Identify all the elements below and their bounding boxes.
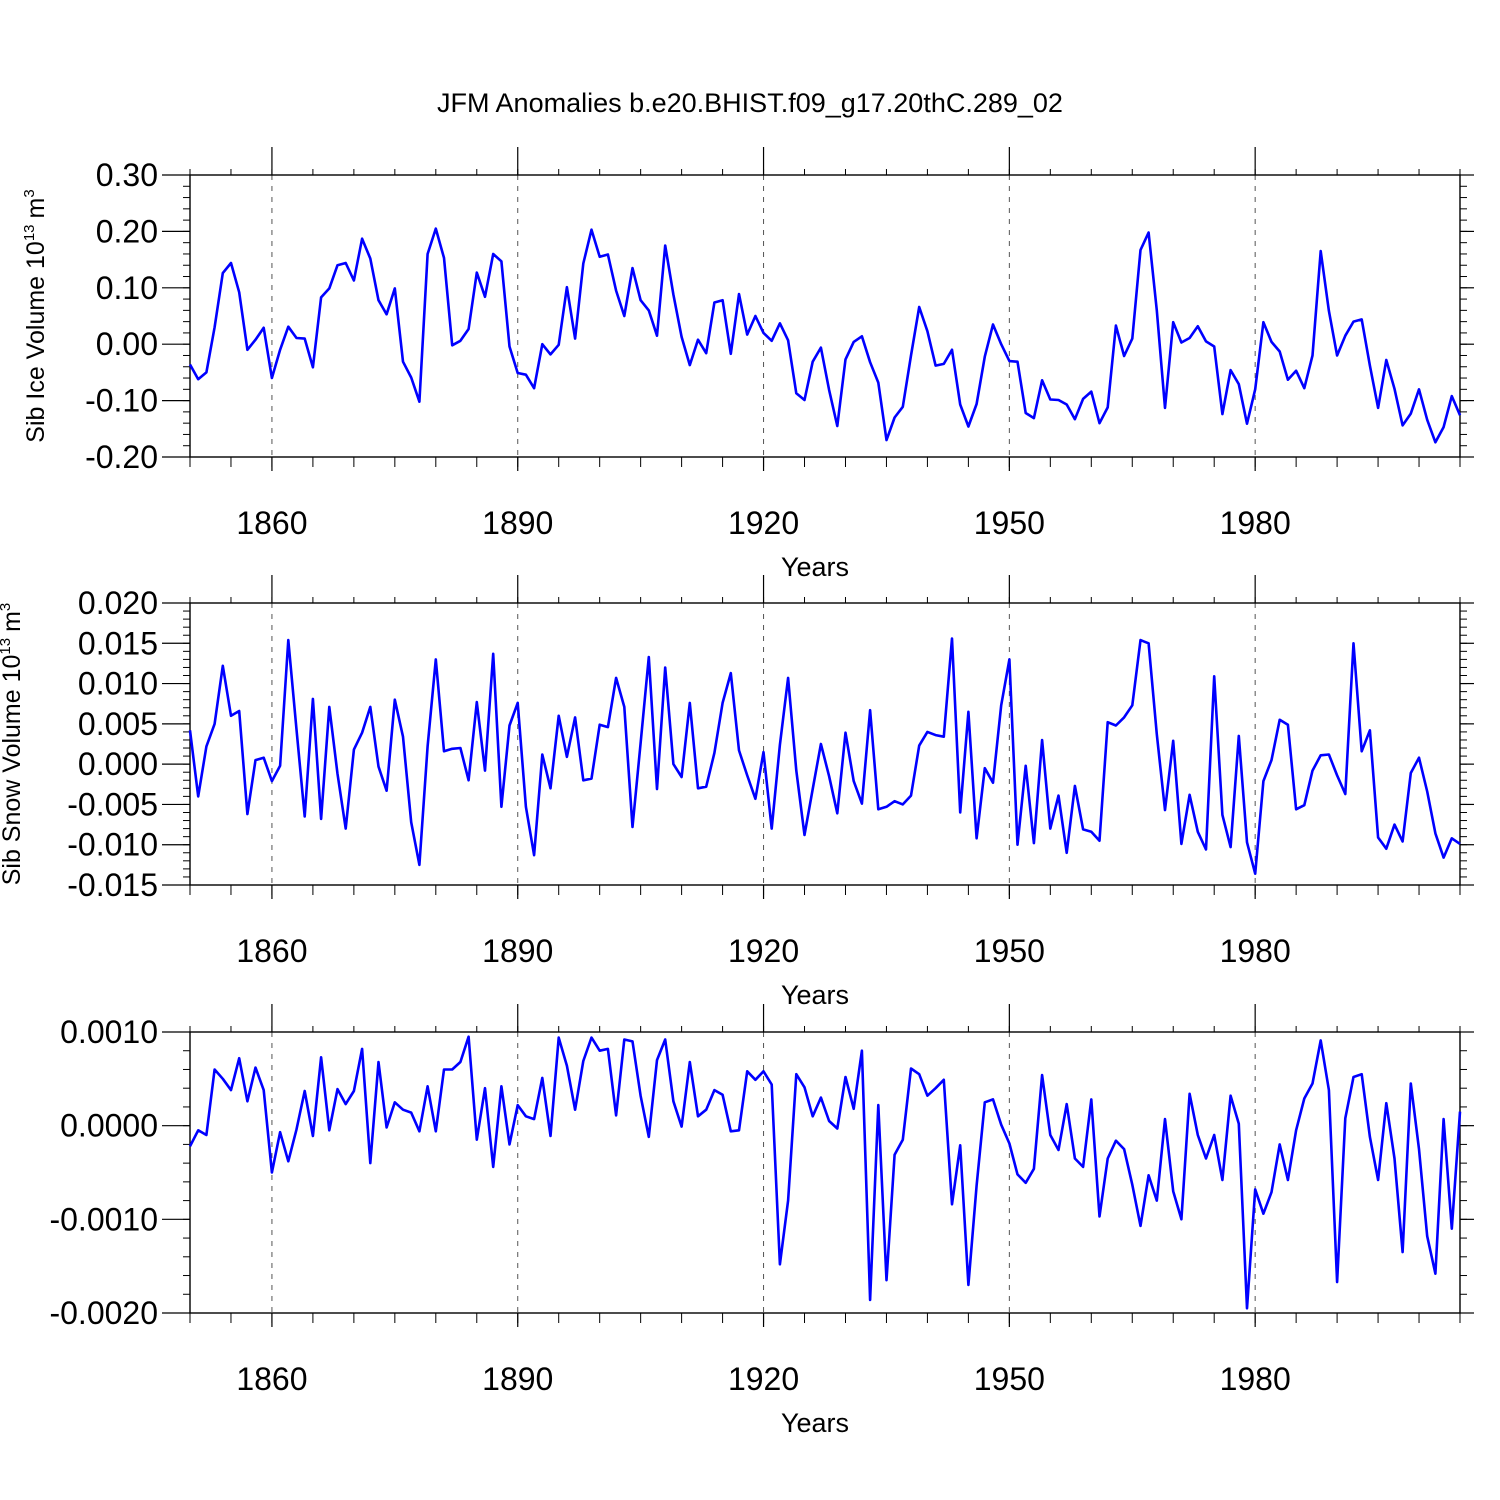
y-axis-label-unit-exponent: 3 bbox=[0, 603, 14, 611]
x-tick-label: 1860 bbox=[236, 1361, 307, 1397]
y-axis-label-exponent: 13 bbox=[0, 638, 14, 655]
y-axis-label: Sib Ice Area 1013m2 bbox=[0, 1061, 6, 1282]
figure-title: JFM Anomalies b.e20.BHIST.f09_g17.20thC.… bbox=[437, 88, 1063, 118]
y-tick-label: -0.20 bbox=[85, 439, 158, 475]
y-tick-label: 0.000 bbox=[78, 746, 158, 782]
y-axis-label-text: Sib Ice Area 10 bbox=[0, 1113, 6, 1283]
y-tick-label: -0.010 bbox=[67, 827, 158, 863]
y-tick-label: 0.010 bbox=[78, 666, 158, 702]
x-tick-label: 1950 bbox=[974, 933, 1045, 969]
y-tick-label: -0.005 bbox=[67, 786, 158, 822]
y-tick-label: -0.0020 bbox=[49, 1295, 158, 1331]
y-axis-label-unit: m bbox=[0, 1070, 6, 1091]
x-tick-label: 1920 bbox=[728, 505, 799, 541]
y-tick-label: 0.20 bbox=[96, 213, 158, 249]
y-axis-label-text: Sib Snow Volume 10 bbox=[0, 655, 26, 886]
x-tick-label: 1860 bbox=[236, 505, 307, 541]
plot-frame bbox=[189, 174, 1461, 458]
x-axis-label: Years bbox=[781, 980, 849, 1010]
panel-2: -0.015 -0.010 -0.005 0.000 0.005 0.010 0.015 0.… bbox=[0, 575, 1474, 1010]
panels: -0.20 -0.10 0.00 0.10 0.20 0.30 1860 1890 1920 19… bbox=[0, 147, 1474, 1438]
x-tick-label: 1920 bbox=[728, 933, 799, 969]
x-tick-label: 1890 bbox=[482, 933, 553, 969]
x-tick-label: 1920 bbox=[728, 1361, 799, 1397]
y-tick-label: 0.015 bbox=[78, 625, 158, 661]
y-tick-label: 0.0010 bbox=[60, 1014, 158, 1050]
y-axis-label-exponent: 13 bbox=[21, 224, 38, 241]
plot-frame bbox=[189, 1031, 1461, 1314]
y-tick-label: -0.10 bbox=[85, 383, 158, 419]
plot-frame bbox=[189, 602, 1461, 886]
series-line bbox=[188, 227, 1462, 444]
panel-1: -0.20 -0.10 0.00 0.10 0.20 0.30 1860 1890 1920 19… bbox=[21, 147, 1474, 582]
panel-3: -0.0020 -0.0010 0.0000 0.0010 1860 1890 1920 19… bbox=[0, 1004, 1474, 1438]
y-tick-label: -0.0010 bbox=[49, 1201, 158, 1237]
x-tick-label: 1950 bbox=[974, 505, 1045, 541]
y-tick-label: 0.020 bbox=[78, 585, 158, 621]
x-tick-label: 1890 bbox=[482, 505, 553, 541]
series-line bbox=[188, 637, 1461, 876]
x-tick-label: 1950 bbox=[974, 1361, 1045, 1397]
x-tick-label: 1980 bbox=[1220, 1361, 1291, 1397]
series-line bbox=[188, 1035, 1462, 1310]
y-tick-label: -0.015 bbox=[67, 867, 158, 903]
y-tick-label: 0.30 bbox=[96, 157, 158, 193]
x-axis-label: Years bbox=[781, 552, 849, 582]
y-axis-label-text: Sib Ice Volume 10 bbox=[22, 241, 50, 443]
y-axis-label-unit: m bbox=[0, 611, 26, 632]
x-tick-label: 1860 bbox=[236, 933, 307, 969]
y-tick-label: 0.005 bbox=[78, 706, 158, 742]
y-axis-label-unit: m bbox=[22, 198, 50, 219]
y-axis-label-unit-exponent: 3 bbox=[21, 189, 38, 197]
y-axis-label: Sib Ice Volume 1013 m3 bbox=[21, 189, 50, 442]
y-tick-label: 0.00 bbox=[96, 326, 158, 362]
y-tick-label: 0.0000 bbox=[60, 1108, 158, 1144]
x-tick-label: 1980 bbox=[1220, 933, 1291, 969]
y-axis-label: Sib Snow Volume 1013 m3 bbox=[0, 603, 26, 886]
y-tick-label: 0.10 bbox=[96, 270, 158, 306]
x-tick-label: 1980 bbox=[1220, 505, 1291, 541]
x-axis-label: Years bbox=[781, 1408, 849, 1438]
x-tick-label: 1890 bbox=[482, 1361, 553, 1397]
